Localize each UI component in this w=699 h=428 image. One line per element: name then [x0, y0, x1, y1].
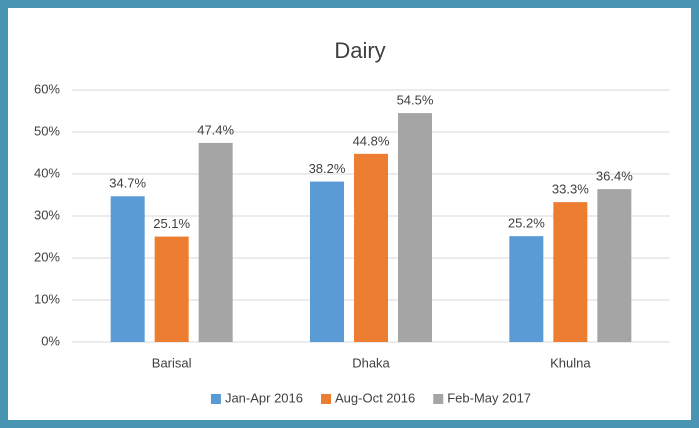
bar	[198, 142, 233, 342]
y-tick-label: 10%	[34, 291, 60, 306]
data-label: 33.3%	[552, 182, 589, 197]
data-label: 25.1%	[153, 216, 190, 231]
legend-label: Jan-Apr 2016	[225, 390, 303, 405]
y-tick-label: 40%	[34, 165, 60, 180]
x-tick-label: Khulna	[550, 355, 591, 370]
legend-swatch	[433, 394, 444, 404]
data-label: 38.2%	[309, 161, 346, 176]
data-label: 36.4%	[596, 169, 633, 184]
legend-swatch	[321, 394, 332, 404]
y-tick-label: 50%	[34, 123, 60, 138]
y-tick-label: 20%	[34, 249, 60, 264]
data-label: 34.7%	[109, 176, 146, 191]
bar	[597, 189, 632, 342]
data-label: 25.2%	[508, 216, 545, 231]
x-tick-label: Barisal	[152, 355, 192, 370]
x-tick-label: Dhaka	[352, 355, 390, 370]
y-tick-label: 0%	[41, 333, 60, 348]
bar	[354, 153, 388, 342]
data-label: 54.5%	[397, 93, 434, 108]
data-label: 44.8%	[353, 133, 390, 148]
y-tick-label: 30%	[34, 207, 60, 222]
legend-label: Aug-Oct 2016	[335, 390, 415, 405]
bar	[553, 202, 588, 342]
bar	[398, 113, 432, 342]
data-label: 47.4%	[197, 122, 234, 137]
bar	[154, 236, 189, 342]
chart-title: Dairy	[334, 38, 385, 63]
bar	[310, 181, 344, 342]
legend-label: Feb-May 2017	[447, 390, 531, 405]
y-tick-label: 60%	[34, 81, 60, 96]
legend-swatch	[210, 394, 221, 404]
bar	[509, 236, 544, 342]
bar	[110, 196, 145, 342]
